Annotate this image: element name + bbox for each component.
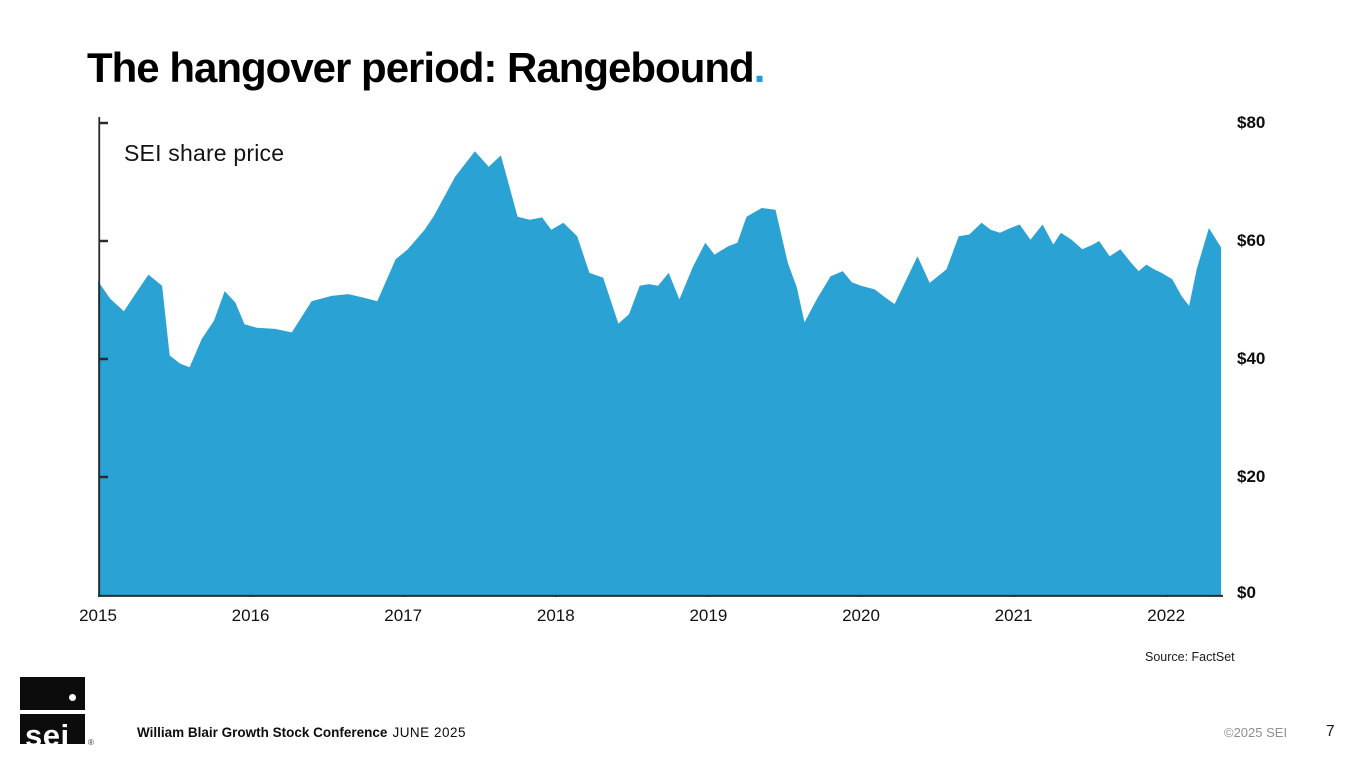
x-tick-label: 2019: [689, 606, 728, 625]
conference-name: William Blair Growth Stock Conference: [137, 725, 388, 740]
y-tick-label: $20: [1237, 467, 1266, 486]
page-number: 7: [1326, 723, 1335, 740]
footer-conference-line: William Blair Growth Stock Conference JUN…: [137, 725, 466, 740]
area-series-sei-share-price: [98, 151, 1222, 596]
slide-title-accent-period: .: [753, 44, 766, 91]
y-tick-label: $40: [1237, 349, 1266, 368]
x-tick-label: 2017: [384, 606, 423, 625]
sei-logo-wordmark: sei: [25, 718, 70, 744]
x-tick-label: 2018: [536, 606, 575, 625]
sei-logo-top-box: [20, 677, 85, 710]
source-note: Source: FactSet: [1145, 650, 1235, 664]
chart-series-label: SEI share price: [124, 140, 285, 166]
y-tick-label: $60: [1237, 231, 1266, 250]
sei-logo-dot: [69, 694, 76, 701]
copyright-notice: ©2025 SEI: [1224, 725, 1288, 740]
sei-logo-bottom-box: sei: [20, 714, 85, 744]
axes: [98, 117, 1223, 597]
conference-date: JUNE 2025: [392, 725, 466, 740]
y-tick-label: $80: [1237, 113, 1266, 132]
y-tick-label: $0: [1237, 583, 1256, 602]
registered-trademark-symbol: ®: [88, 738, 94, 747]
share-price-area-chart: [98, 117, 1223, 597]
slide-title: The hangover period: Rangebound.: [87, 44, 766, 91]
x-tick-label: 2022: [1147, 606, 1186, 625]
x-tick-label: 2021: [994, 606, 1033, 625]
x-tick-label: 2015: [79, 606, 117, 625]
x-tick-label: 2020: [842, 606, 880, 625]
sei-logo: sei ®: [20, 677, 94, 747]
slide-title-text: The hangover period: Rangebound: [87, 44, 755, 91]
x-tick-label: 2016: [231, 606, 270, 625]
